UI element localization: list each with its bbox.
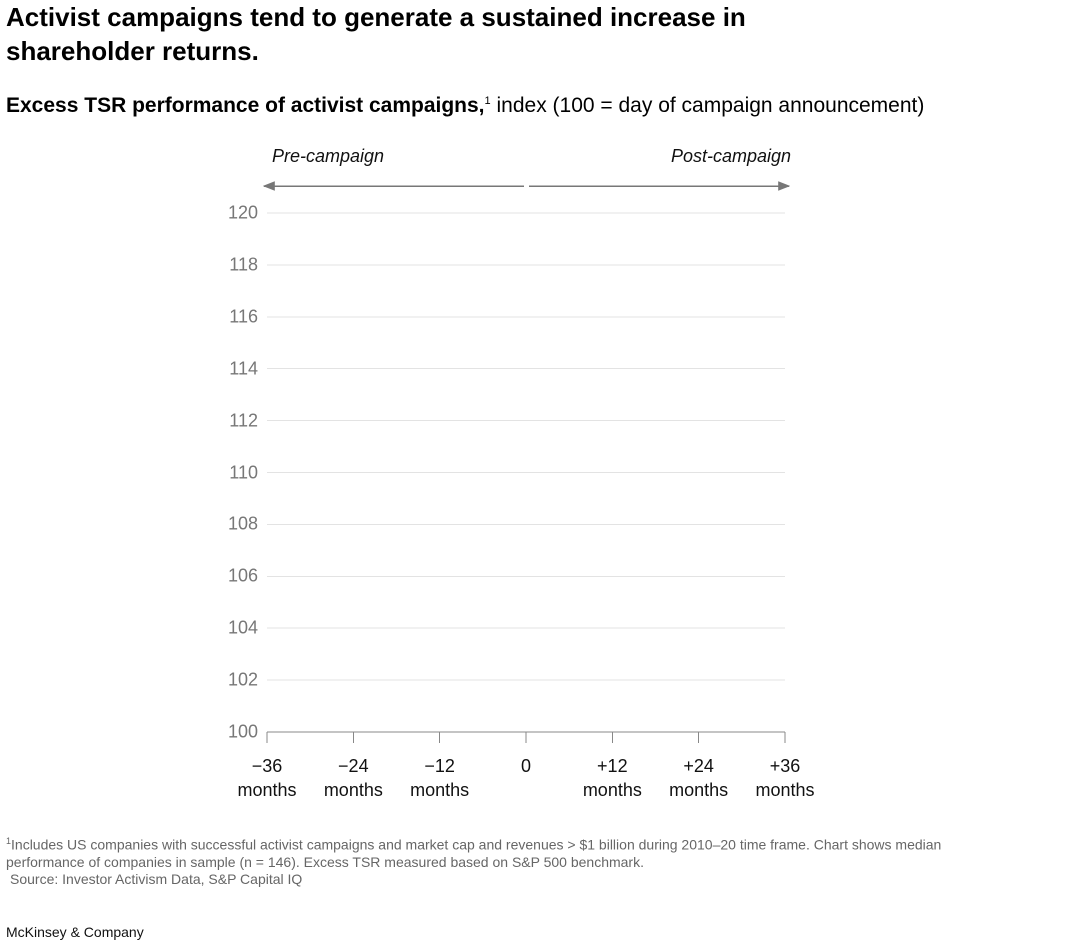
subtitle-text: index (100 = day of campaign announcemen… [496,94,925,117]
y-tick-label: 116 [229,306,258,327]
annotation: Pre-campaign [272,146,385,166]
annotation: Post-campaign [670,146,791,166]
y-tick-label: 120 [227,202,258,223]
x-tick-label: +24 months [669,756,729,800]
chart-title: Activist campaigns tend to generate a su… [6,2,746,66]
y-tick-label: 102 [227,669,258,690]
y-tick-label: 110 [229,462,258,482]
subtitle-bold: Excess TSR performance of activist campa… [6,94,485,117]
y-tick-label: 100 [227,721,258,742]
x-tick-label: −24 months [323,756,383,800]
subtitle-marker: 1 [484,95,491,107]
x-tick-label: −12 months [410,756,470,800]
x-tick-label: −36 months [237,756,297,800]
x-tick-label: +12 months [582,756,642,800]
source: Source: Investor Activism Data, S&P Capi… [10,870,303,887]
y-tick-label: 118 [229,254,258,275]
footnote: 1Includes US companies with successful a… [6,833,1016,888]
y-tick-label: 106 [227,565,258,586]
y-tick-label: 108 [227,513,258,534]
brand: McKinsey & Company [6,924,144,940]
y-tick-label: 112 [229,410,258,431]
x-tick-label: +36 months [755,756,815,800]
x-tick-label: 0 [520,756,531,776]
y-tick-label: 104 [227,617,258,638]
chart-subtitle: Excess TSR performance of activist campa… [6,94,924,118]
footnote-text: Includes US companies with successful ac… [6,836,942,870]
footnote-marker: 1 [6,836,12,846]
y-tick-label: 114 [229,358,258,379]
